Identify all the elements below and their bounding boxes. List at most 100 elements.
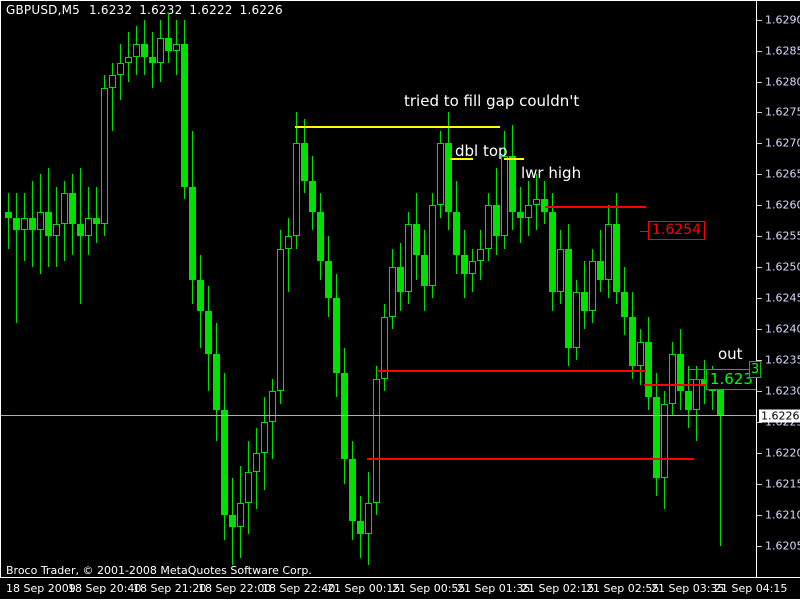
- candle-body: [549, 211, 556, 293]
- symbol-period-label: GBPUSD,M5: [6, 3, 81, 17]
- price-tick-label: 1.6270: [765, 136, 800, 150]
- candle-body: [485, 205, 492, 249]
- current-price-line[interactable]: [1, 415, 756, 416]
- candle-body: [469, 261, 476, 274]
- candle-body: [565, 248, 572, 348]
- ohlc-close: 1.6226: [239, 3, 283, 17]
- chart-plot-area[interactable]: tried to fill gap couldn't dbl top lwr hig…: [1, 1, 756, 577]
- candle-body: [437, 143, 444, 206]
- candle-body: [301, 143, 308, 181]
- price-tick-mark: [757, 391, 762, 393]
- time-tick-label: 21 Sep 00:55: [392, 582, 466, 595]
- price-tick-label: 1.6255: [765, 229, 800, 243]
- chart-frame-left: [0, 0, 1, 578]
- candle-body: [277, 248, 284, 392]
- price-tick-label: 1.6275: [765, 105, 800, 119]
- candle-wick: [720, 378, 721, 547]
- chart-frame-top: [0, 0, 800, 1]
- candle-body: [317, 211, 324, 262]
- candle-body: [501, 155, 508, 237]
- red-exit-line[interactable]: [644, 384, 712, 386]
- candle-body: [197, 279, 204, 311]
- exit-note[interactable]: out: [718, 345, 743, 363]
- time-tick-label: 18 Sep 21:20: [133, 582, 207, 595]
- candle-wick: [168, 13, 169, 63]
- candle-wick: [288, 217, 289, 293]
- candle-body: [533, 199, 540, 206]
- resistance-tag-leader: [640, 231, 649, 232]
- candle-body: [245, 471, 252, 503]
- candle-body: [45, 211, 52, 237]
- candle-body: [573, 292, 580, 348]
- time-tick-label: 18 Sep 22:00: [198, 582, 272, 595]
- candle-body: [117, 62, 124, 76]
- candle-body: [181, 44, 188, 187]
- exit-box-rail: [689, 369, 707, 370]
- dbl-top-marker-right[interactable]: [504, 158, 524, 160]
- candle-body: [333, 298, 340, 373]
- candle-body: [37, 211, 44, 231]
- candle-body: [517, 211, 524, 218]
- candle-body: [557, 248, 564, 293]
- ohlc-low: 1.6222: [189, 3, 233, 17]
- price-tick-label: 1.6210: [765, 508, 800, 522]
- price-tick-label: 1.6235: [765, 353, 800, 367]
- candle-body: [357, 521, 364, 534]
- dbl-top-note[interactable]: dbl top: [455, 142, 508, 160]
- red-support-line-mid[interactable]: [378, 370, 646, 372]
- candle-body: [661, 403, 668, 478]
- candle-body: [397, 267, 404, 293]
- candle-body: [229, 515, 236, 528]
- price-tick-label: 1.6260: [765, 198, 800, 212]
- price-tick-mark: [757, 143, 762, 145]
- candle-body: [13, 217, 20, 231]
- price-tick-mark: [757, 453, 762, 455]
- candle-body: [165, 38, 172, 51]
- gap-note[interactable]: tried to fill gap couldn't: [404, 92, 580, 110]
- red-resistance-line-upper[interactable]: [545, 206, 646, 208]
- candle-wick: [80, 168, 81, 305]
- price-tick-label: 1.6240: [765, 322, 800, 336]
- candle-body: [309, 180, 316, 212]
- price-axis[interactable]: 1.6290 1.6285 1.6280 1.6275 1.6270 1.6265 1.62…: [749, 0, 800, 578]
- candle-body: [157, 38, 164, 63]
- lwr-high-note[interactable]: lwr high: [521, 164, 582, 182]
- price-tick-mark: [757, 546, 762, 548]
- exit-tag-leader: [689, 379, 707, 380]
- candle-body: [461, 254, 468, 274]
- candle-body: [605, 223, 612, 280]
- candle-body: [645, 341, 652, 398]
- exit-axis-marker: 3: [749, 361, 762, 378]
- candle-body: [101, 87, 108, 224]
- candle-body: [133, 44, 140, 57]
- candle-body: [493, 205, 500, 237]
- resistance-price-tag[interactable]: 1.6254: [648, 221, 705, 240]
- candle-body: [589, 261, 596, 311]
- candle-wick: [8, 193, 9, 249]
- exit-price-tag[interactable]: 1.623: [706, 369, 756, 390]
- candle-body: [525, 205, 532, 218]
- red-support-line-lower[interactable]: [367, 458, 694, 460]
- yellow-resistance-line[interactable]: [295, 126, 500, 128]
- candle-body: [221, 409, 228, 516]
- candle-body: [669, 354, 676, 404]
- candle-body: [293, 143, 300, 237]
- copyright-notice: Broco Trader, © 2001-2008 MetaQuotes Sof…: [6, 564, 312, 577]
- dbl-top-marker-left[interactable]: [450, 158, 473, 160]
- chart-frame-right: [756, 0, 757, 578]
- price-tick-mark: [757, 236, 762, 238]
- candle-body: [77, 223, 84, 237]
- candle-wick: [16, 193, 17, 324]
- price-tick-label: 1.6230: [765, 384, 800, 398]
- candle-body: [581, 292, 588, 311]
- candle-body: [29, 217, 36, 231]
- candle-body: [125, 56, 132, 63]
- candle-body: [629, 316, 636, 367]
- candle-body: [613, 223, 620, 293]
- candle-body: [381, 316, 388, 379]
- candle-body: [413, 223, 420, 255]
- candle-body: [109, 75, 116, 88]
- price-tick-mark: [757, 422, 762, 424]
- candle-body: [365, 502, 372, 534]
- candle-body: [349, 459, 356, 522]
